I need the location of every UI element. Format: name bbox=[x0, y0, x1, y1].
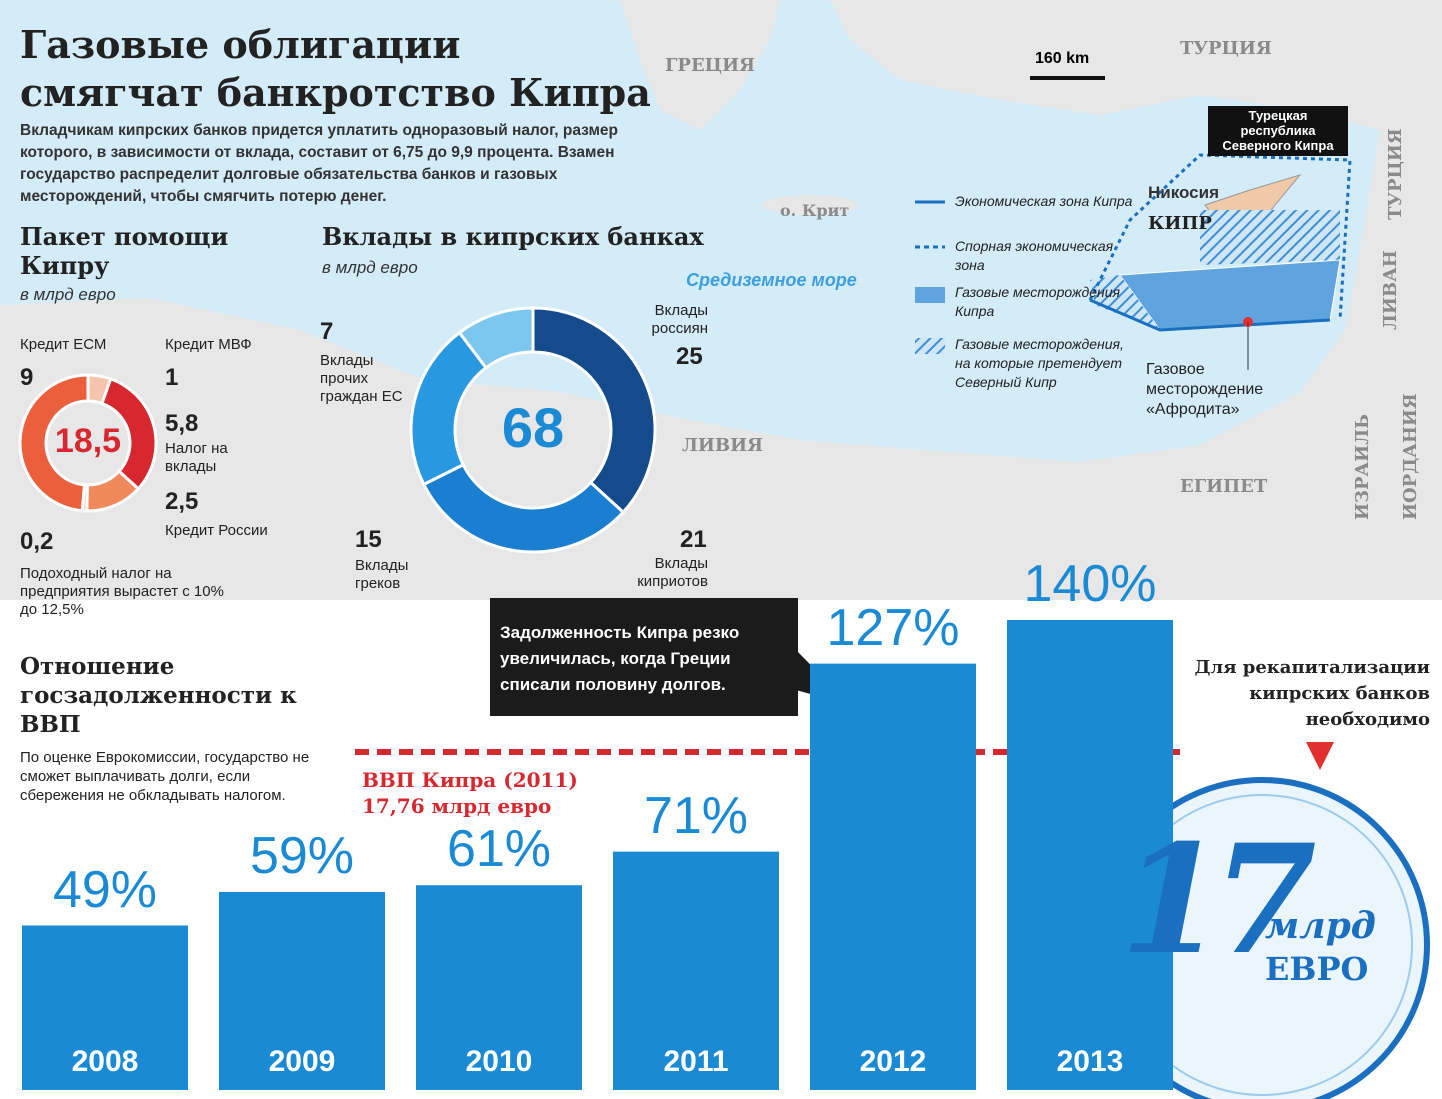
bar bbox=[810, 663, 976, 1090]
chart-subtitle: в млрд евро bbox=[322, 258, 418, 277]
land-levant bbox=[1345, 120, 1442, 330]
donut-slice bbox=[457, 306, 535, 370]
value-label: 59% bbox=[249, 826, 355, 885]
category-label: Кредит России bbox=[165, 522, 268, 539]
legend-item: Экономическая зона Кипра bbox=[955, 193, 1133, 209]
donut-slice bbox=[421, 462, 626, 554]
legend-item: Спорная экономическая зона bbox=[955, 238, 1114, 273]
title: Газовые облигации bbox=[20, 22, 461, 67]
map-label: ЛИВАН bbox=[1380, 250, 1401, 330]
category-label: Вклады киприотов bbox=[637, 555, 708, 590]
map-label: ТУРЦИЯ bbox=[1385, 128, 1406, 220]
map-label: ИОРДАНИЯ bbox=[1400, 393, 1421, 520]
bar bbox=[416, 885, 582, 1090]
value-label: 0,2 bbox=[20, 528, 54, 555]
title: смягчат банкротство Кипра bbox=[20, 70, 651, 115]
value-label: 2,5 bbox=[165, 488, 199, 515]
value-label: 49% bbox=[52, 860, 158, 919]
land-africa bbox=[0, 298, 1442, 600]
callout-box bbox=[490, 598, 798, 716]
legend-fill bbox=[915, 287, 945, 303]
map-label: Средиземное море bbox=[686, 270, 857, 290]
legend-item: Газовые месторождения, на которые претен… bbox=[955, 336, 1124, 390]
donut-slice bbox=[531, 306, 657, 515]
chart-title: Пакет помощи Кипру bbox=[20, 222, 229, 280]
chart-title: Вклады в кипрских банках bbox=[322, 222, 704, 251]
value-label: 25 bbox=[676, 343, 703, 370]
value-label: 21 bbox=[680, 526, 707, 553]
value-label: 61% bbox=[446, 820, 552, 879]
land-greece bbox=[620, 0, 780, 130]
category-label: Вклады россиян bbox=[651, 302, 708, 337]
pointer bbox=[1306, 742, 1334, 770]
chart-subtitle: По оценке Еврокомиссии, государство не с… bbox=[20, 749, 310, 804]
donut-total: 18,5 bbox=[54, 421, 122, 460]
category-label: Кредит МВФ bbox=[165, 336, 252, 353]
disputed-zone bbox=[1200, 210, 1340, 265]
annotation: Для рекапитализации кипрских банков необ… bbox=[1194, 657, 1431, 730]
value-label: 140% bbox=[1023, 555, 1157, 613]
map-label: Газовое месторождение «Афродита» bbox=[1146, 361, 1264, 418]
coin-amount: 17 bbox=[1120, 812, 1317, 988]
value-label: 7 bbox=[320, 318, 334, 345]
x-tick-label: 2008 bbox=[71, 1045, 139, 1078]
intro: Вкладчикам кипрских банков придется упла… bbox=[20, 122, 618, 205]
annotation: ВВП Кипра (2011) bbox=[362, 768, 578, 792]
legend-item: Газовые месторождения Кипра bbox=[955, 284, 1120, 319]
map-label: ЕГИПЕТ bbox=[1180, 476, 1268, 497]
north-claims bbox=[1090, 275, 1160, 330]
value-label: 127% bbox=[826, 598, 960, 657]
map-label: КИПР bbox=[1148, 213, 1212, 234]
value-label: 9 bbox=[20, 364, 34, 391]
category-label: Подоходный налог на предприятия вырастет… bbox=[20, 565, 224, 618]
eez-line bbox=[1089, 298, 1331, 332]
value-label: 71% bbox=[643, 786, 749, 845]
bar bbox=[613, 851, 779, 1090]
donut-slice bbox=[18, 373, 90, 513]
donut-total: 68 bbox=[501, 396, 565, 460]
map-label: ЛИВИЯ bbox=[682, 435, 764, 456]
map-label: ТУРЦИЯ bbox=[1180, 38, 1272, 59]
chart-title: Отношение госзадолженности к ВВП bbox=[20, 653, 297, 738]
bar bbox=[219, 891, 385, 1090]
x-tick-label: 2009 bbox=[268, 1045, 336, 1078]
annotation: 17,76 млрд евро bbox=[362, 794, 552, 818]
category-label: Вклады прочих граждан ЕС bbox=[320, 352, 403, 405]
x-tick-label: 2012 bbox=[859, 1045, 927, 1078]
map-label: о. Крит bbox=[780, 201, 850, 220]
map-label: ИЗРАИЛЬ bbox=[1352, 414, 1373, 520]
coin-unit: млрд bbox=[1265, 905, 1376, 947]
map-label: 160 km bbox=[1035, 50, 1090, 67]
bar bbox=[22, 925, 188, 1090]
category-label: Налог на вклады bbox=[165, 440, 228, 475]
land-crete bbox=[762, 195, 858, 215]
value-label: 15 bbox=[355, 526, 382, 553]
coin-currency: ЕВРО bbox=[1265, 950, 1369, 988]
legend-hatch bbox=[915, 338, 945, 354]
x-tick-label: 2013 bbox=[1056, 1045, 1124, 1078]
callout: Задолженность Кипра резко увеличилась, к… bbox=[500, 623, 740, 694]
map-label: Никосия bbox=[1148, 183, 1219, 202]
x-tick-label: 2010 bbox=[465, 1045, 533, 1078]
category-label: Вклады греков bbox=[355, 557, 409, 592]
land-turkey bbox=[830, 0, 1442, 130]
disputed-line bbox=[1088, 153, 1352, 321]
value-label: 1 bbox=[165, 364, 179, 391]
value-label: 5,8 bbox=[165, 410, 199, 437]
trnc-box bbox=[1208, 106, 1348, 156]
map-label: Турецкая республика Северного Кипра bbox=[1222, 108, 1334, 153]
x-tick-label: 2011 bbox=[663, 1045, 729, 1078]
bar bbox=[1007, 620, 1173, 1090]
chart-subtitle: в млрд евро bbox=[20, 285, 116, 304]
map-label: ГРЕЦИЯ bbox=[665, 55, 755, 76]
category-label: Кредит ЕСМ bbox=[20, 336, 107, 353]
